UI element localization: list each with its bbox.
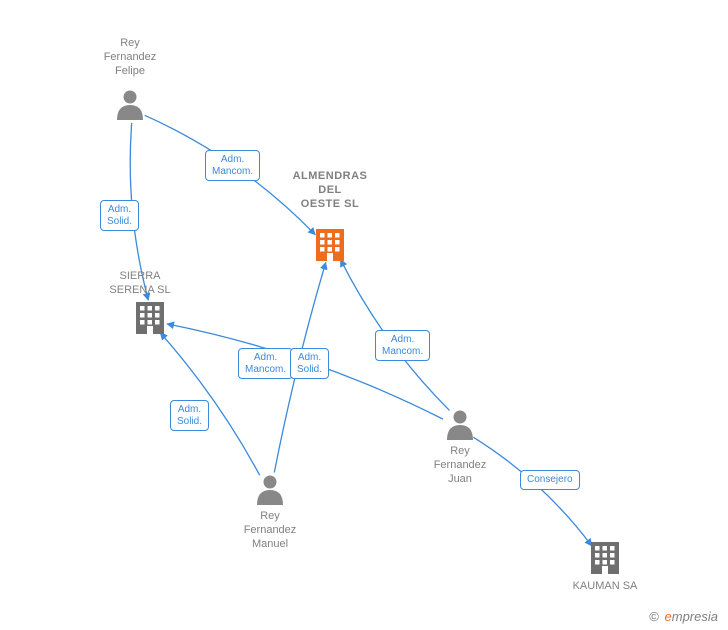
edge-label-felipe-sierra: Adm. Solid. xyxy=(100,200,139,231)
person-icon-manuel xyxy=(257,476,283,506)
nodes-layer xyxy=(117,91,619,575)
building-icon-sierra xyxy=(136,302,164,334)
edge-label-juan-kauman: Consejero xyxy=(520,470,580,490)
copyright-symbol: © xyxy=(649,609,659,624)
brand-first-letter: e xyxy=(665,609,672,624)
copyright-footer: © empresia xyxy=(649,609,718,624)
edge-label-manuel-almendras: Adm. Mancom. xyxy=(238,348,293,379)
edge-label-felipe-almendras: Adm. Mancom. xyxy=(205,150,260,181)
brand-rest: mpresia xyxy=(672,609,718,624)
org-network-diagram xyxy=(0,0,728,630)
edge-label-juan-sierra: Adm. Solid. xyxy=(290,348,329,379)
building-icon-kauman xyxy=(591,542,619,574)
edge-label-juan-almendras: Adm. Mancom. xyxy=(375,330,430,361)
edge-juan-kauman xyxy=(473,437,591,546)
building-icon-almendras xyxy=(316,229,344,261)
person-icon-juan xyxy=(447,411,473,441)
person-icon-felipe xyxy=(117,91,143,121)
edge-label-manuel-sierra: Adm. Solid. xyxy=(170,400,209,431)
